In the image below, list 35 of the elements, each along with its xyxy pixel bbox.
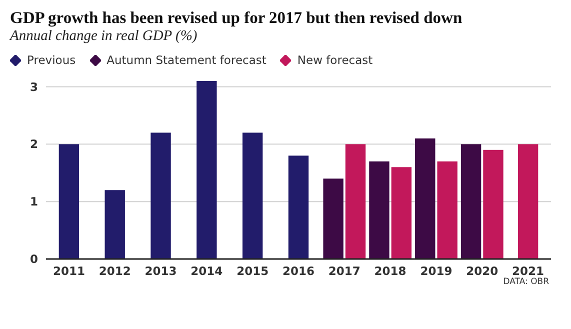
x-tick-label: 2017 — [328, 264, 360, 278]
legend-label: Autumn Statement forecast — [106, 53, 266, 67]
x-tick-label: 2012 — [98, 264, 131, 278]
chart-subtitle: Annual change in real GDP (%) — [10, 28, 198, 45]
y-tick-label: 3 — [30, 80, 38, 94]
x-tick-label: 2019 — [420, 264, 452, 278]
bar — [415, 138, 436, 259]
x-tick-label: 2021 — [512, 264, 544, 278]
x-tick-label: 2014 — [190, 264, 223, 278]
bar — [345, 144, 366, 259]
bar — [483, 150, 504, 259]
text: DATA: OBR — [502, 277, 549, 287]
chart-title: GDP growth has been revised up for 2017 but then revised down — [10, 8, 464, 28]
x-tick-label: 2020 — [466, 264, 498, 278]
y-tick-label: 2 — [30, 137, 38, 152]
bar — [460, 144, 482, 259]
x-tick-label: 2015 — [236, 264, 269, 278]
bar — [288, 156, 309, 259]
x-tick-label: 2011 — [52, 264, 85, 278]
bar — [242, 132, 263, 259]
bar — [104, 190, 125, 259]
bar — [196, 81, 217, 259]
x-tick-label: 2018 — [374, 264, 406, 278]
bar — [58, 144, 80, 259]
bar — [323, 178, 344, 259]
legend-label: New forecast — [296, 53, 373, 67]
y-tick-label: 1 — [30, 194, 38, 209]
bar — [369, 161, 390, 259]
bar — [150, 132, 171, 259]
bar — [437, 161, 458, 259]
x-tick-label: 2013 — [144, 264, 177, 278]
x-tick-label: 2016 — [282, 264, 315, 278]
legend-label: Previous — [26, 53, 76, 67]
y-tick-label: 0 — [30, 252, 38, 266]
bar — [391, 167, 412, 259]
